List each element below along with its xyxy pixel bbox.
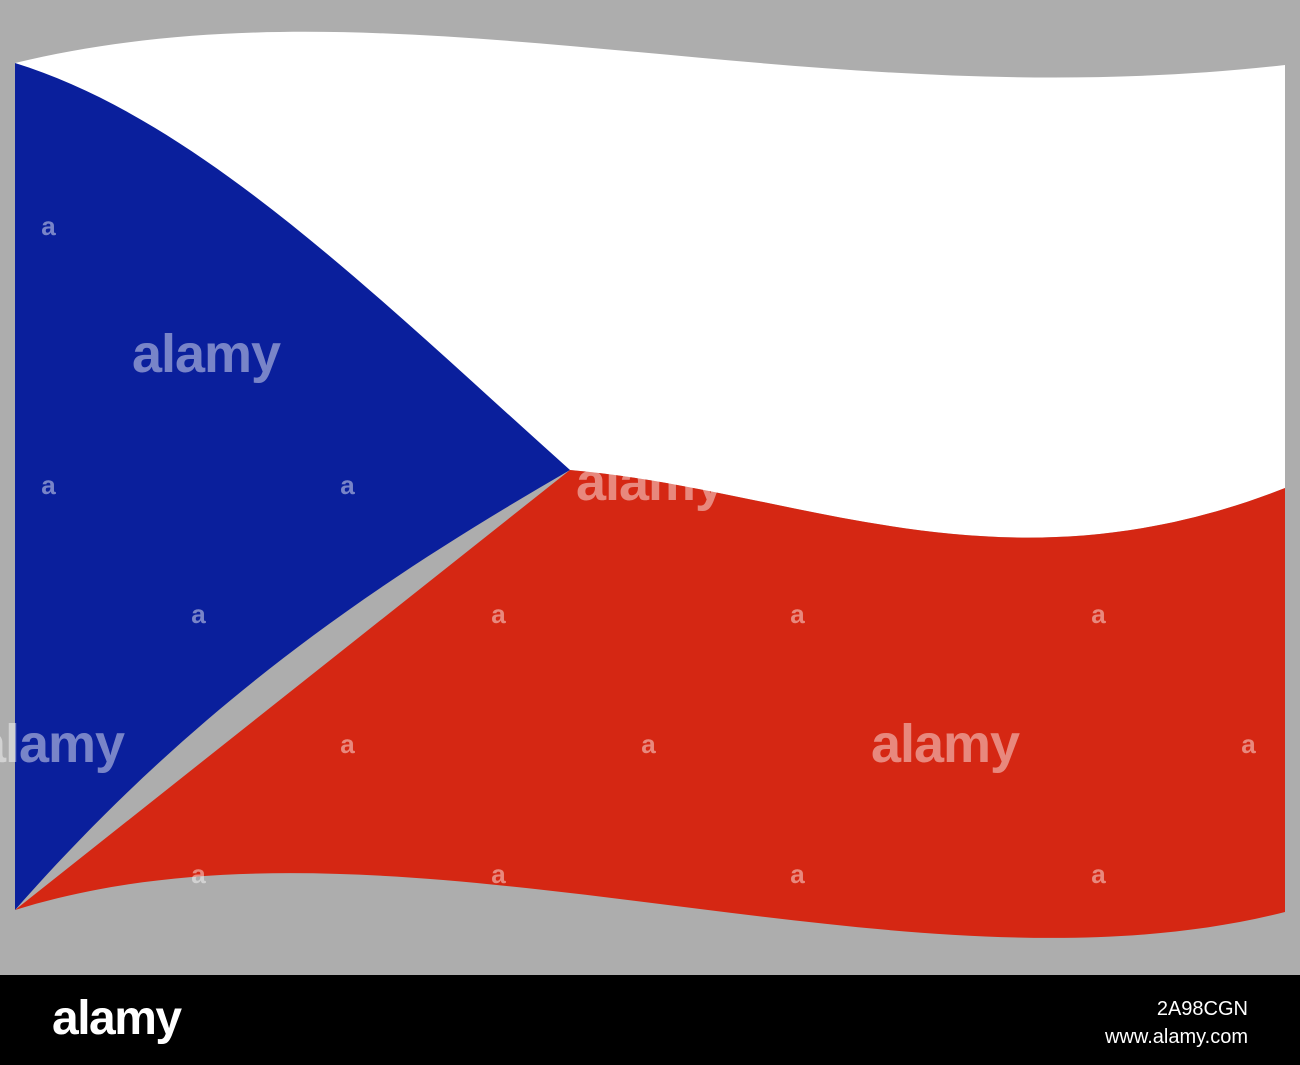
watermark-mark: a [191,599,206,629]
watermark-mark: a [491,859,506,889]
watermark-mark: a [41,211,56,241]
watermark-mark: a [790,80,805,110]
watermark-mark: a [641,729,656,759]
watermark-mark: a [491,599,506,629]
flag-image-area: a a a a a a a a a a a a a a a a alamy al… [0,31,1285,938]
watermark-wordmark: alamy [0,714,125,774]
watermark-wordmarks: alamy alamy alamy alamy [0,324,1021,774]
watermark-mark: a [1241,729,1256,759]
watermark-mark: a [340,470,355,500]
watermark-marks: a a a a a a a a a a a a a a a a [41,80,1257,889]
watermark-mark: a [1091,80,1106,110]
watermark-mark: a [340,729,355,759]
czech-flag-illustration: a a a a a a a a a a a a a a a a alamy al… [0,31,1285,938]
watermark-wordmark: alamy [576,452,725,512]
watermark-mark: a [41,470,56,500]
footer-logo: alamy [52,992,182,1045]
watermark-mark: a [1091,859,1106,889]
watermark-wordmark: alamy [871,714,1020,774]
watermark-mark: a [790,859,805,889]
footer-bar: alamy 2A98CGN www.alamy.com [0,975,1300,1065]
footer-image-id: 2A98CGN [1156,998,1248,1020]
flag-white-band [15,31,1285,538]
flag-red-band [15,470,1285,938]
watermark-mark: a [1091,599,1106,629]
watermark-mark: a [191,859,206,889]
watermark-wordmark: alamy [132,324,281,384]
footer-url: www.alamy.com [1105,1026,1248,1048]
flag-blue-triangle [15,63,570,910]
watermark-mark: a [790,599,805,629]
